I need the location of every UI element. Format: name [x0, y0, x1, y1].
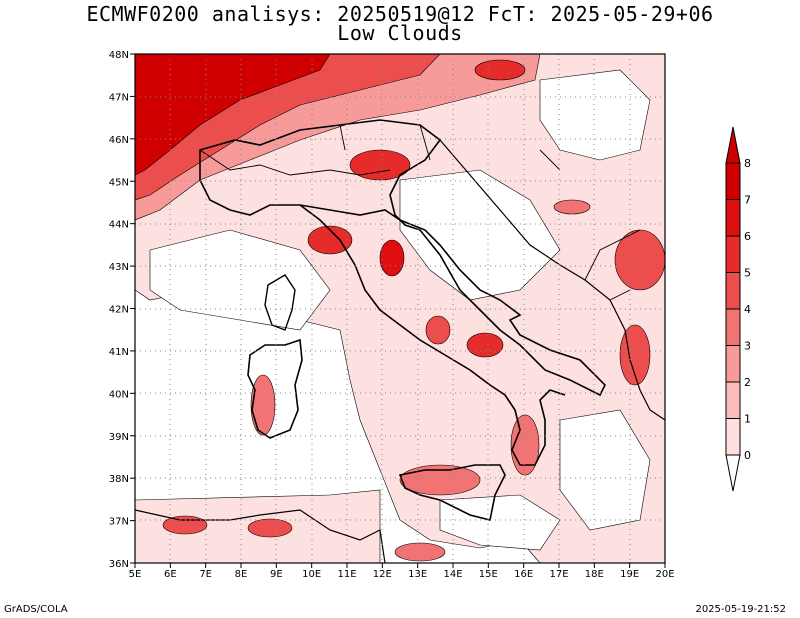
colorbar-swatch [725, 199, 741, 237]
balkan-coast [439, 139, 665, 421]
clear-area-tyrrhenian [149, 229, 331, 331]
lon-tick-label: 16E [514, 569, 533, 580]
clear-area-north [539, 69, 651, 161]
lat-tick-label: 42N [109, 305, 129, 316]
cloud-cell-austria [474, 59, 526, 81]
lat-tick-label: 37N [109, 517, 129, 528]
lon-tick-label: 13E [408, 569, 427, 580]
colorbar-level-label: 7 [744, 194, 751, 207]
lon-tick-label: 20E [655, 569, 674, 580]
cloud-cell-sicily [399, 464, 481, 496]
colorbar-swatch [725, 418, 741, 456]
lat-tick-label: 45N [109, 177, 129, 188]
lon-tick-label: 10E [302, 569, 321, 580]
colorbar-swatch [725, 235, 741, 273]
colorbar-level-label: 2 [744, 376, 751, 389]
cloud-cell-central [379, 239, 405, 277]
cloud-cell-tunisia [247, 518, 293, 538]
lat-tick-label: 46N [109, 135, 129, 146]
lon-tick-label: 11E [337, 569, 356, 580]
lon-tick-label: 9E [270, 569, 283, 580]
lat-tick-label: 41N [109, 347, 129, 358]
footer-left: GrADS/COLA [4, 604, 68, 615]
cloud-cell-malta [394, 542, 446, 562]
colorbar-min-arrow [725, 454, 741, 492]
cloud-cell-po-valley [349, 149, 411, 181]
cloud-cell-sardinia [250, 374, 276, 436]
colorbar-level-label: 8 [744, 157, 751, 170]
colorbar-level-label: 1 [744, 413, 751, 426]
lat-tick-label: 38N [109, 474, 129, 485]
colorbar-swatch [725, 381, 741, 419]
cloud-cell-lazio [425, 315, 451, 345]
sardinia-outline [247, 338, 303, 439]
colorbar-level-label: 0 [744, 449, 751, 462]
lat-tick-label: 44N [109, 220, 129, 231]
cloud-cell-bosnia [553, 199, 591, 215]
colorbar-swatch [725, 308, 741, 346]
cloud-cell-campania [466, 332, 504, 358]
italy-tyrrhenian-coast [299, 204, 566, 466]
lon-tick-label: 18E [585, 569, 604, 580]
footer-right: 2025-05-19-21:52 [695, 604, 786, 615]
coastlines [135, 119, 665, 563]
lon-tick-label: 17E [549, 569, 568, 580]
africa-coast [135, 509, 386, 563]
graticule [135, 54, 665, 563]
border-lines [199, 124, 641, 301]
lat-tick-label: 48N [109, 50, 129, 61]
lon-tick-label: 5E [129, 569, 142, 580]
sicily-outline [398, 464, 506, 521]
lon-tick-label: 6E [164, 569, 177, 580]
latitude-labels: 36N 37N 38N 39N 40N 41N 42N 43N 44N 45N 46N 47N 48N [109, 50, 135, 570]
italy-peninsula-outline [199, 119, 606, 397]
colorbar-level-label: 5 [744, 267, 751, 280]
lon-tick-label: 15E [479, 569, 498, 580]
colorbar-level-label: 6 [744, 230, 751, 243]
clear-area-sicily-south [439, 494, 561, 551]
clear-area-adriatic [399, 169, 561, 301]
corsica-outline [264, 274, 296, 331]
colorbar-swatch [725, 345, 741, 383]
lat-tick-label: 40N [109, 389, 129, 400]
lat-tick-label: 43N [109, 262, 129, 273]
lon-tick-label: 14E [443, 569, 462, 580]
map-subtitle: Low Clouds [337, 21, 463, 45]
colorbar-swatch [725, 272, 741, 310]
lon-tick-label: 8E [235, 569, 248, 580]
cloud-level-8-alps [135, 54, 331, 176]
colorbar-level-label: 4 [744, 303, 751, 316]
lat-tick-label: 39N [109, 432, 129, 443]
colorbar-max-arrow [725, 126, 741, 164]
cloud-cell-apennines-north [307, 225, 353, 255]
colorbar: 0 1 2 3 4 5 6 7 8 [725, 126, 751, 492]
lat-tick-label: 47N [109, 92, 129, 103]
cloud-cell-calabria [510, 414, 540, 476]
lon-tick-label: 7E [199, 569, 212, 580]
map-title: ECMWF0200 analisys: 20250519@12 FcT: 202… [86, 2, 714, 26]
lat-tick-label: 36N [109, 559, 129, 570]
colorbar-swatch [725, 162, 741, 200]
lon-tick-label: 12E [373, 569, 392, 580]
lon-tick-label: 19E [620, 569, 639, 580]
colorbar-level-label: 3 [744, 340, 751, 353]
cloud-cell-albania [619, 324, 651, 386]
longitude-labels: 5E 6E 7E 8E 9E 10E 11E 12E 13E 14E 15E 16E 17E 18E 19E… [129, 563, 675, 580]
